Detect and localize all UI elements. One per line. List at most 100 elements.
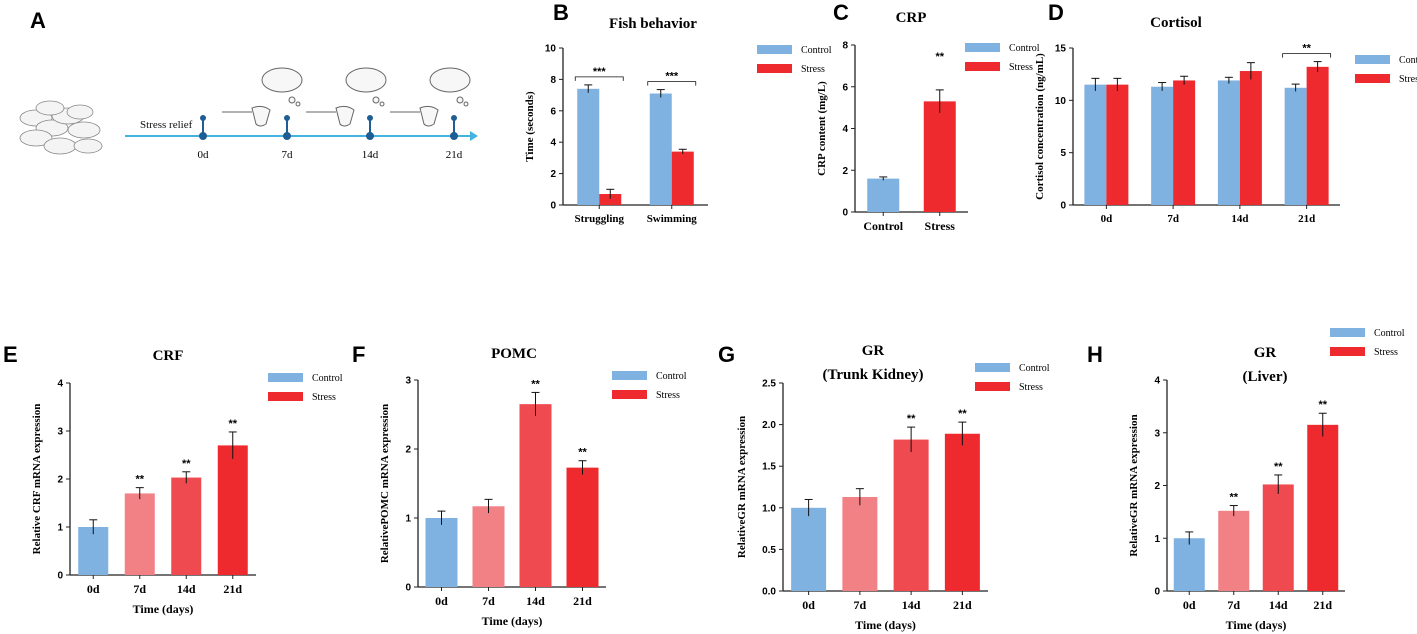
bar-control-0d (1084, 84, 1107, 205)
legend-label-stress: Stress (656, 390, 680, 401)
timeline-day-7d: 7d (282, 149, 294, 161)
y-tick-label: 2 (57, 475, 63, 486)
legend-label-control: Control (1019, 363, 1050, 374)
y-tick-label: 4 (57, 379, 63, 390)
y-tick-label: 8 (842, 41, 848, 52)
y-tick-label: 0 (1154, 587, 1160, 598)
bar-14d (1262, 484, 1294, 591)
x-axis-label: Time (days) (482, 614, 543, 628)
y-tick-label: 1 (405, 514, 411, 525)
timeline-day-14d: 14d (362, 149, 379, 161)
panel-a: A Stress relief 0d 7d 14d 21d (19, 8, 478, 161)
chart-panel-b: B Fish behavior 0 2 4 6 8 10 Time (seconds) Strug… (524, 0, 832, 225)
x-tick-label: 14d (1269, 598, 1288, 612)
chart-panel-e: E CRF 0 1 2 3 4 Relative CRF mRNA expression Tim… (3, 342, 343, 616)
chart-panel-f: F POMC 0 1 2 3 RelativePOMC mRNA expression Tim… (352, 342, 687, 628)
chart-panel-h: H GR (Liver) 0 1 2 3 4 RelativeGR mRNA expressio… (1087, 328, 1405, 632)
x-tick-label: 7d (133, 582, 146, 596)
chart-title: POMC (491, 346, 537, 362)
x-tick-label: 14d (1231, 213, 1248, 225)
chart-title: CRP (896, 10, 927, 26)
y-tick-label: 2 (405, 445, 411, 456)
legend-swatch-control (965, 43, 1000, 52)
legend-swatch-control (1355, 55, 1390, 64)
x-tick-label: Struggling (574, 213, 624, 225)
bar-stress (923, 101, 956, 212)
legend-label-stress: Stress (1399, 74, 1417, 85)
significance-marker: ** (1229, 492, 1238, 504)
significance-marker: *** (665, 71, 679, 83)
significance-marker: ** (907, 413, 916, 425)
bar-0d (1173, 538, 1205, 591)
bar-0d (425, 518, 458, 587)
significance-marker: ** (1302, 43, 1311, 55)
legend-label-control: Control (1374, 328, 1405, 339)
y-tick-label: 0 (1060, 201, 1066, 212)
y-axis-label: Relative CRF mRNA expression (31, 404, 43, 555)
bar-stress-7d (1173, 80, 1196, 205)
bar-7d (124, 493, 155, 575)
legend-label-control: Control (1399, 55, 1417, 66)
significance-marker: ** (578, 447, 587, 459)
panel-letter-a: A (30, 8, 46, 33)
chart-title: GR (862, 343, 885, 359)
x-tick-label: Swimming (647, 213, 698, 225)
legend-swatch-control (1330, 328, 1365, 337)
bar-14d (171, 477, 202, 575)
timeline-day-21d: 21d (446, 149, 463, 161)
net-chase-icon-7d (222, 67, 303, 127)
y-tick-label: 3 (57, 427, 63, 438)
legend-label-control: Control (312, 373, 343, 384)
significance-marker: *** (593, 66, 607, 78)
legend-swatch-stress (965, 62, 1000, 71)
y-tick-label: 0.5 (762, 545, 776, 556)
y-tick-label: 10 (545, 44, 557, 55)
bar-21d (1307, 424, 1339, 591)
x-axis-label: Time (days) (1226, 618, 1287, 632)
legend-swatch-control (612, 371, 647, 380)
y-tick-label: 1.0 (762, 503, 776, 514)
legend-swatch-stress (1330, 347, 1365, 356)
significance-marker: ** (531, 378, 540, 390)
x-axis-label: Time (days) (133, 602, 194, 616)
significance-marker: ** (135, 474, 144, 486)
bar-stress-struggling (599, 194, 622, 205)
x-tick-label: 0d (1183, 598, 1196, 612)
panel-letter-h: H (1087, 342, 1103, 367)
x-tick-label: Control (863, 219, 903, 233)
significance-marker: ** (182, 458, 191, 470)
y-tick-label: 4 (842, 124, 848, 135)
legend-swatch-control (268, 373, 303, 382)
bar-control-14d (1217, 80, 1240, 205)
legend-label-stress: Stress (1009, 62, 1033, 73)
y-tick-label: 0 (405, 583, 411, 594)
y-tick-label: 8 (550, 75, 556, 86)
x-tick-label: 7d (482, 594, 495, 608)
y-tick-label: 4 (1154, 376, 1160, 387)
bar-21d (944, 433, 980, 591)
legend-label-control: Control (656, 371, 687, 382)
chart-panel-d: D Cortisol 0 5 10 15 Cortisol concentration (n… (1034, 0, 1417, 225)
y-tick-label: 1 (57, 523, 63, 534)
significance-bracket (1282, 53, 1332, 58)
x-tick-label: 21d (223, 582, 242, 596)
bar-14d (893, 439, 929, 591)
chart-panel-c: C CRP 0 2 4 6 8 CRP content (mg/L) Control Stress… (816, 0, 1040, 233)
significance-marker: ** (228, 418, 237, 430)
x-tick-label: Stress (925, 219, 956, 233)
panel-letter-d: D (1048, 0, 1064, 25)
significance-marker: ** (958, 408, 967, 420)
chart-subtitle: (Liver) (1243, 369, 1288, 385)
y-tick-label: 2 (550, 169, 556, 180)
x-tick-label: 7d (1227, 598, 1240, 612)
y-tick-label: 10 (1055, 96, 1067, 107)
legend-swatch-control (757, 45, 792, 54)
bar-14d (519, 404, 552, 587)
chart-subtitle: (Trunk Kidney) (823, 367, 924, 383)
y-tick-label: 2.0 (762, 420, 776, 431)
y-axis-label: RelativePOMC mRNA expression (379, 404, 391, 563)
timeline-markers (199, 115, 458, 140)
y-tick-label: 1.5 (762, 462, 776, 473)
x-tick-label: 14d (177, 582, 196, 596)
